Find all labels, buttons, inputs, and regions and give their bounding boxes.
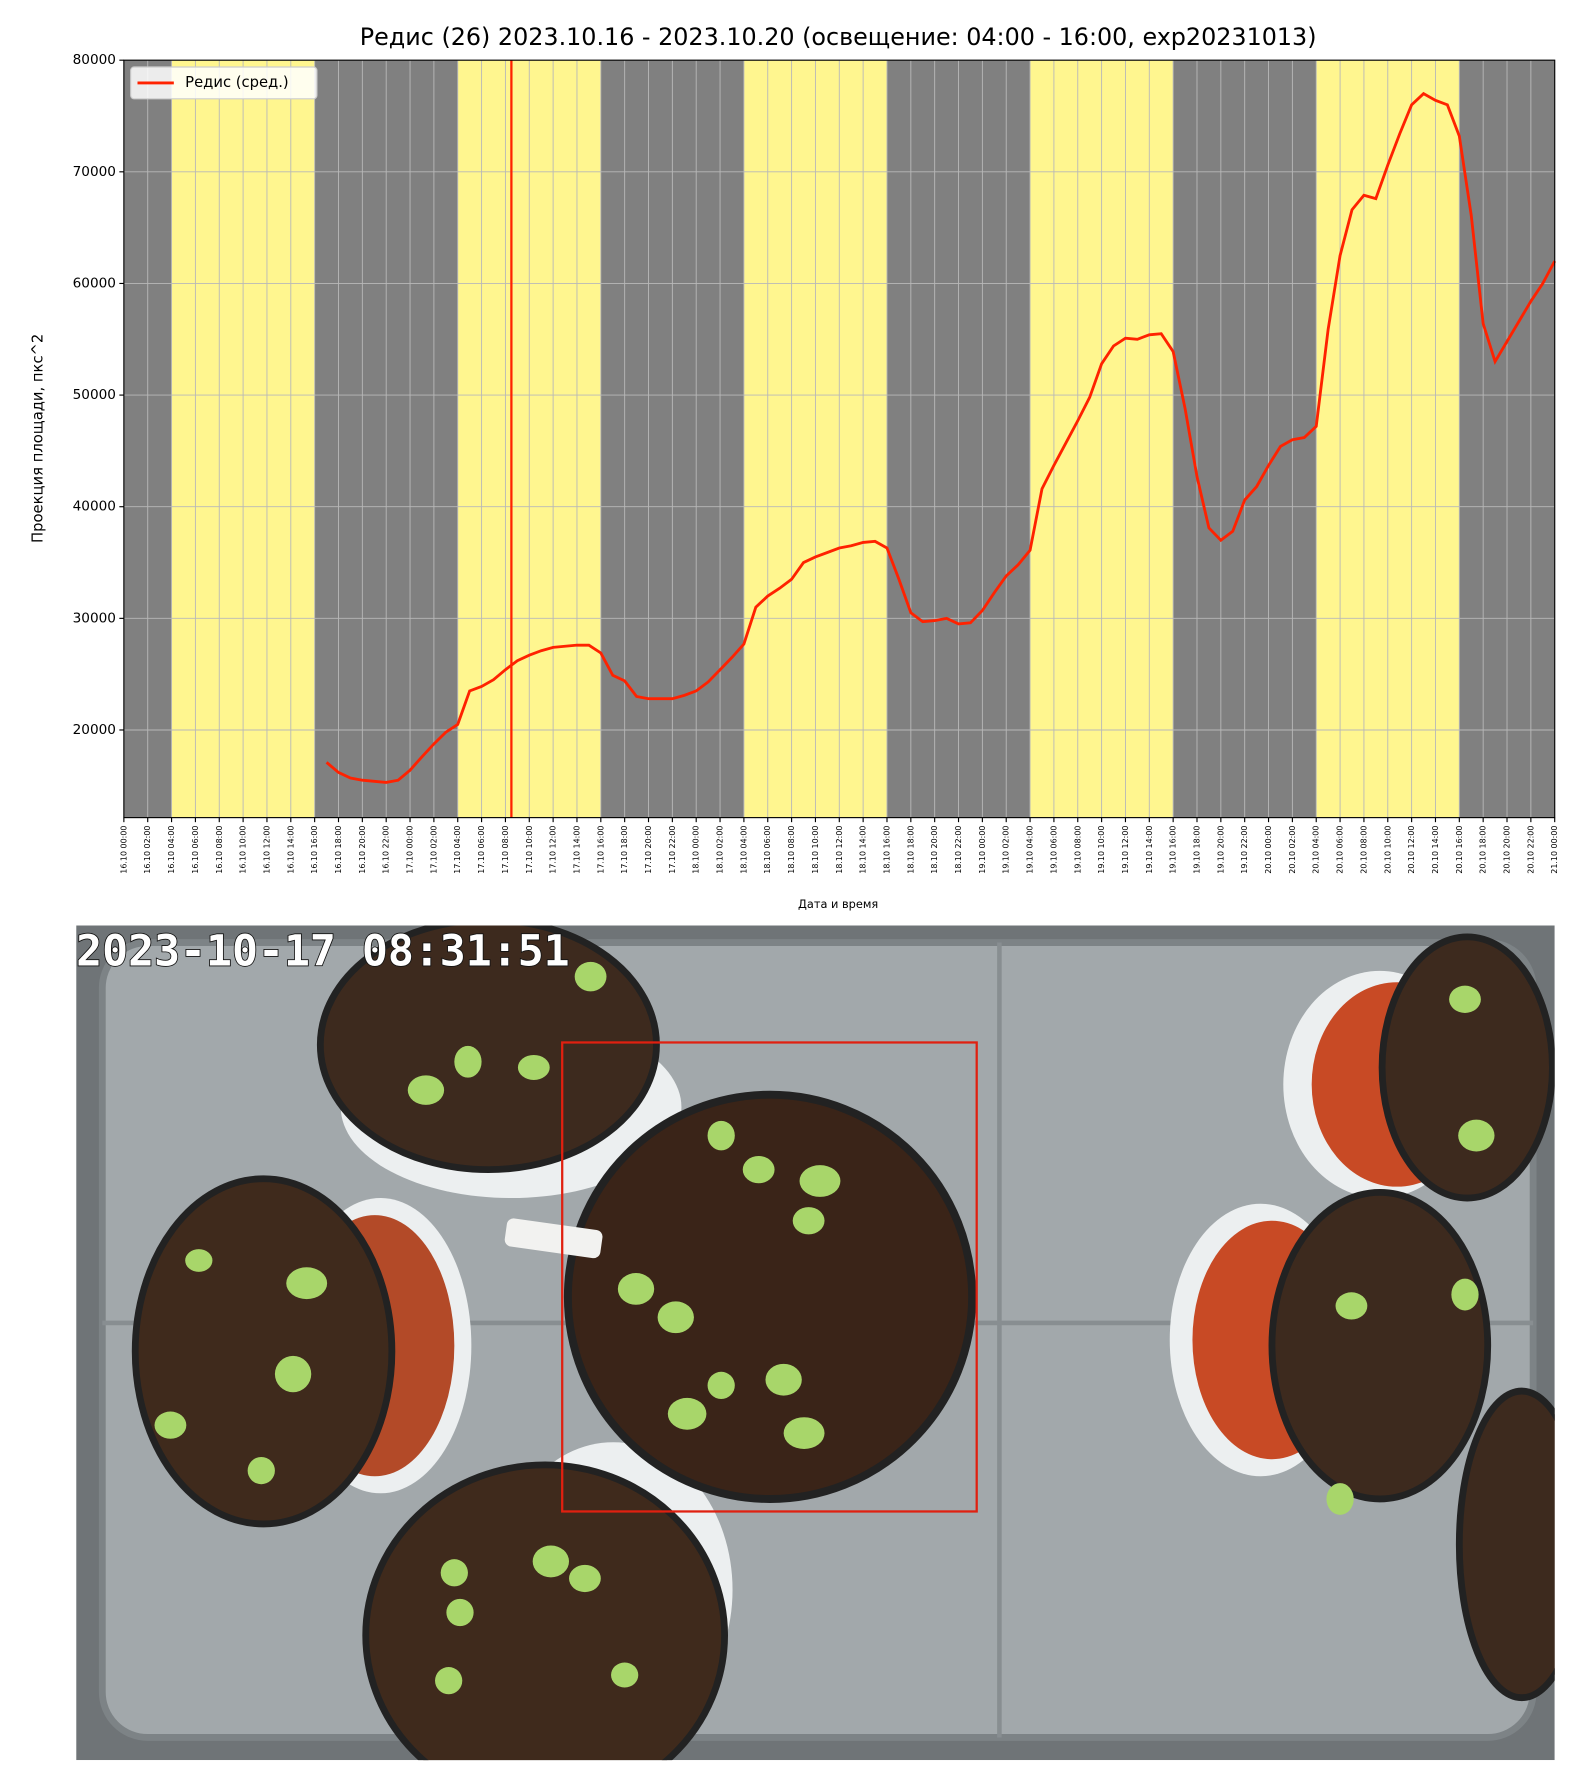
x-tick-label: 17.10 00:00	[406, 826, 415, 874]
x-tick-label: 18.10 12:00	[835, 826, 844, 874]
x-tick-label: 18.10 10:00	[811, 826, 820, 874]
x-tick-label: 16.10 10:00	[239, 826, 248, 874]
x-tick-label: 20.10 14:00	[1431, 826, 1440, 874]
x-tick-label: 20.10 00:00	[1264, 826, 1273, 874]
x-axis-label: Дата и время	[798, 897, 878, 911]
y-tick-label: 40000	[73, 499, 116, 515]
legend: Редис (сред.)	[130, 66, 318, 100]
y-tick-label: 30000	[73, 610, 116, 626]
pot	[1268, 1188, 1492, 1503]
x-tick-label: 19.10 00:00	[978, 826, 987, 874]
legend-box	[130, 66, 318, 100]
x-tick-label: 16.10 18:00	[334, 826, 343, 874]
x-tick-label: 18.10 16:00	[882, 826, 891, 874]
x-tick-label: 19.10 20:00	[1216, 826, 1225, 874]
x-tick-label: 19.10 12:00	[1121, 826, 1130, 874]
x-tick-label: 20.10 02:00	[1288, 826, 1297, 874]
x-tick-label: 18.10 06:00	[763, 826, 772, 874]
pot	[362, 1461, 728, 1761]
plant-tag	[504, 1218, 603, 1259]
x-tick-label: 16.10 04:00	[167, 826, 176, 874]
x-tick-label: 17.10 22:00	[668, 826, 677, 874]
camera-image: 2023-10-17 08:31:51	[75, 925, 1555, 1761]
x-tick-label: 20.10 04:00	[1312, 826, 1321, 874]
x-tick-label: 16.10 14:00	[286, 826, 295, 874]
legend-label: Редис (сред.)	[185, 74, 289, 91]
x-tick-label: 20.10 10:00	[1383, 826, 1392, 874]
data-line	[325, 91, 1556, 784]
chart-title: Редис (26) 2023.10.16 - 2023.10.20 (осве…	[360, 23, 1317, 51]
x-tick-label: 20.10 20:00	[1503, 826, 1512, 874]
x-tick-label: 18.10 14:00	[859, 826, 868, 874]
x-tick-label: 16.10 16:00	[310, 826, 319, 874]
x-tick-label: 17.10 14:00	[572, 826, 581, 874]
x-tick-label: 16.10 12:00	[262, 826, 271, 874]
pot	[316, 925, 660, 1174]
x-tick-label: 17.10 04:00	[453, 826, 462, 874]
x-tick-label: 19.10 22:00	[1240, 826, 1249, 874]
y-tick-label: 20000	[73, 722, 116, 738]
x-tick-label: 20.10 22:00	[1526, 826, 1535, 874]
x-tick-label: 19.10 10:00	[1097, 826, 1106, 874]
x-tick-label: 20.10 16:00	[1455, 826, 1464, 874]
y-axis-label: Проекция площади, пкс^2	[30, 334, 47, 543]
x-tick-label: 18.10 18:00	[906, 826, 915, 874]
x-tick-label: 21.10 00:00	[1550, 826, 1559, 874]
x-tick-label: 20.10 06:00	[1336, 826, 1345, 874]
x-tick-label: 19.10 06:00	[1049, 826, 1058, 874]
timestamp: 2023-10-17 08:31:51	[76, 926, 569, 976]
x-tick-label: 19.10 16:00	[1169, 826, 1178, 874]
plot-frame	[123, 59, 1556, 819]
x-tick-label: 20.10 12:00	[1407, 826, 1416, 874]
x-tick-label: 16.10 06:00	[191, 826, 200, 874]
x-tick-label: 17.10 08:00	[501, 826, 510, 874]
x-tick-label: 18.10 20:00	[930, 826, 939, 874]
x-tick-label: 17.10 20:00	[644, 826, 653, 874]
y-tick-label: 60000	[73, 275, 116, 291]
x-tick-label: 17.10 06:00	[477, 826, 486, 874]
x-tick-label: 16.10 00:00	[119, 826, 128, 874]
x-tick-label: 19.10 18:00	[1192, 826, 1201, 874]
pot	[563, 1090, 977, 1503]
x-tick-label: 18.10 22:00	[954, 826, 963, 874]
plot-area: 16.10 00:00 16.10 02:00 16.10 04:00 16.10 0…	[73, 52, 1560, 874]
x-tick-label: 20.10 18:00	[1479, 826, 1488, 874]
seedlings	[154, 961, 1495, 1695]
x-tick-label: 18.10 00:00	[692, 826, 701, 874]
pot	[1378, 933, 1555, 1202]
x-tick-label: 16.10 08:00	[215, 826, 224, 874]
x-tick-label: 17.10 18:00	[620, 826, 629, 874]
y-tick-label: 80000	[73, 52, 116, 68]
x-tick-label: 19.10 08:00	[1073, 826, 1082, 874]
x-tick-label: 19.10 02:00	[1002, 826, 1011, 874]
x-tick-label: 16.10 02:00	[143, 826, 152, 874]
x-tick-label: 20.10 08:00	[1359, 826, 1368, 874]
selection-box	[561, 1041, 978, 1513]
x-tick-label: 19.10 14:00	[1145, 826, 1154, 874]
x-tick-label: 17.10 10:00	[525, 826, 534, 874]
y-tick-label: 50000	[73, 387, 116, 403]
x-tick-label: 17.10 12:00	[549, 826, 558, 874]
x-tick-label: 17.10 02:00	[429, 826, 438, 874]
x-tick-label: 18.10 02:00	[716, 826, 725, 874]
x-tick-label: 17.10 16:00	[596, 826, 605, 874]
x-tick-label: 18.10 08:00	[787, 826, 796, 874]
pot	[1455, 1387, 1555, 1702]
x-tick-label: 19.10 04:00	[1026, 826, 1035, 874]
y-tick-label: 70000	[73, 164, 116, 180]
x-tick-label: 16.10 20:00	[358, 826, 367, 874]
x-tick-label: 16.10 22:00	[382, 826, 391, 874]
x-tick-label: 18.10 04:00	[739, 826, 748, 874]
